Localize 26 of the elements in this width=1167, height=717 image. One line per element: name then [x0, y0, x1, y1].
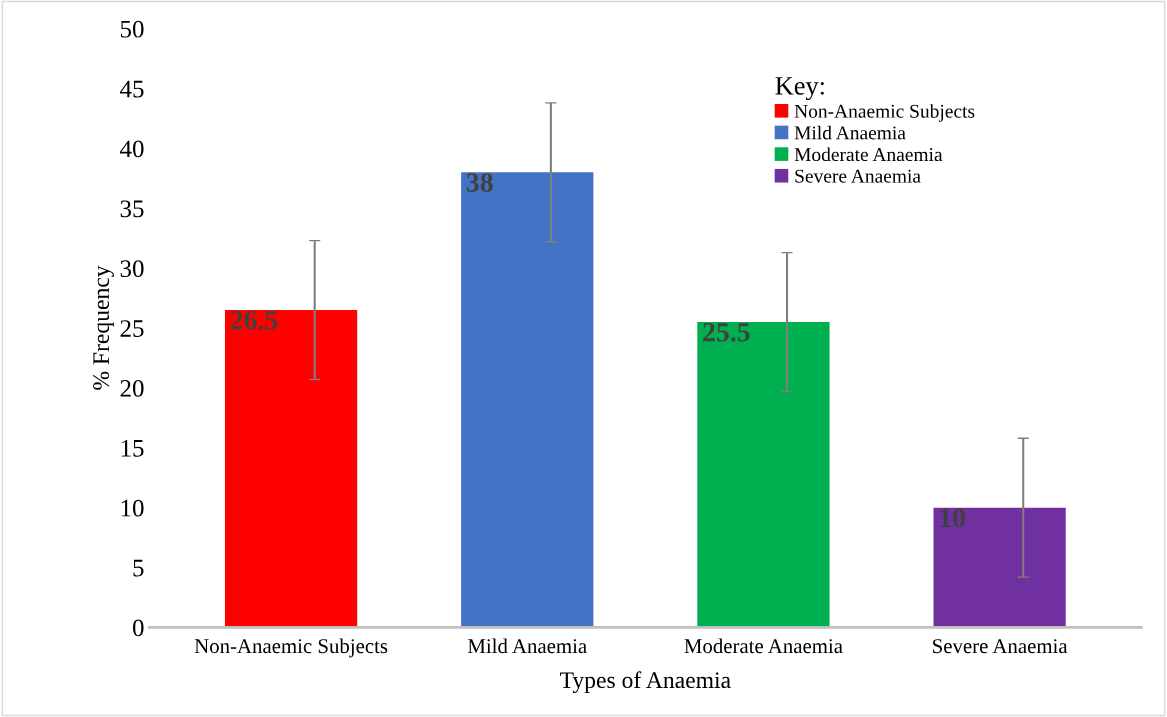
y-tick-label: 0 — [132, 619, 144, 637]
y-tick-label: 45 — [120, 80, 144, 98]
data-label: 10 — [940, 508, 965, 528]
x-tick-label: Moderate Anaemia — [684, 638, 843, 654]
x-tick-label: Severe Anaemia — [933, 639, 1068, 654]
x-tick-label: Mild Anaemia — [467, 638, 587, 654]
data-label: 26.5 — [230, 310, 278, 330]
data-label: 25.5 — [703, 322, 750, 342]
y-tick-label: 30 — [120, 260, 144, 278]
legend-label: Moderate Anaemia — [794, 147, 943, 162]
x-tick-label: Non-Anaemic Subjects — [194, 638, 388, 658]
y-tick-label: 50 — [120, 20, 144, 38]
y-tick-label: 40 — [120, 140, 144, 158]
legend-label: Mild Anaemia — [794, 125, 906, 140]
y-tick-label: 15 — [121, 439, 144, 457]
y-axis-title: % Frequency — [93, 265, 114, 390]
y-tick-label: 5 — [133, 559, 144, 577]
y-tick-label: 35 — [120, 200, 144, 218]
x-axis-title: Types of Anaemia — [560, 671, 731, 693]
legend-label: Severe Anaemia — [795, 169, 921, 183]
y-tick-label: 25 — [120, 320, 144, 337]
y-tick-label: 20 — [120, 379, 144, 397]
legend-label: Non-Anaemic Subjects — [794, 104, 975, 122]
y-tick-label: 10 — [121, 499, 144, 517]
legend-title: Key: — [775, 77, 824, 101]
data-label: 38 — [466, 173, 493, 192]
